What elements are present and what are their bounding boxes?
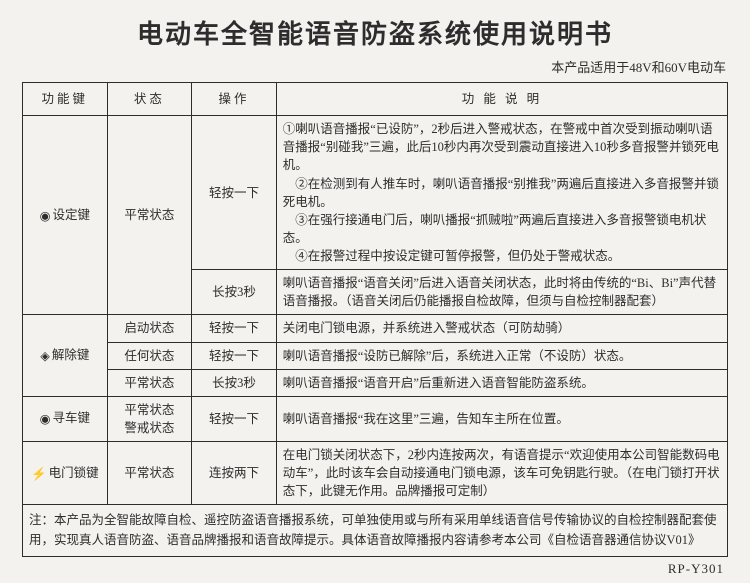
dot-icon: ◉: [40, 207, 51, 225]
key-label: 寻车键: [53, 411, 91, 425]
th-desc: 功 能 说 明: [276, 83, 727, 116]
cell-key: ◉设定键: [23, 116, 108, 315]
table-row: ◈解除键 启动状态 轻按一下 关闭电门锁电源，并系统进入警戒状态（可防劫骑）: [23, 315, 728, 342]
cell-state: 平常状态: [107, 369, 192, 396]
cell-state: 平常状态: [107, 116, 192, 315]
cell-key: ◉寻车键: [23, 396, 108, 441]
cell-desc: 喇叭语音播报“设防已解除”后，系统进入正常（不设防）状态。: [276, 342, 727, 369]
table-row: ◉设定键 平常状态 轻按一下 ①喇叭语音播报“已设防”，2秒后进入警戒状态，在警…: [23, 116, 728, 270]
cell-state: 平常状态: [107, 442, 192, 505]
cell-desc: ①喇叭语音播报“已设防”，2秒后进入警戒状态，在警戒中首次受到振动喇叭语音播报“…: [276, 116, 727, 270]
key-label: 解除键: [52, 348, 90, 362]
cell-op: 轻按一下: [192, 315, 277, 342]
th-state: 状态: [107, 83, 192, 116]
table-header-row: 功能键 状态 操作 功 能 说 明: [23, 83, 728, 116]
table-row: 平常状态 长按3秒 喇叭语音播报“语音开启”后重新进入语音智能防盗系统。: [23, 369, 728, 396]
desc-line: ③在强行接通电门后，喇叭播报“抓贼啦”两遍后直接进入多音报警锁电机状态。: [283, 211, 721, 247]
table-row: 任何状态 轻按一下 喇叭语音播报“设防已解除”后，系统进入正常（不设防）状态。: [23, 342, 728, 369]
cell-op: 轻按一下: [192, 116, 277, 270]
diamond-icon: ◈: [40, 347, 50, 365]
cell-op: 轻按一下: [192, 342, 277, 369]
spec-table: 功能键 状态 操作 功 能 说 明 ◉设定键 平常状态 轻按一下 ①喇叭语音播报…: [22, 82, 728, 557]
cell-desc: 关闭电门锁电源，并系统进入警戒状态（可防劫骑）: [276, 315, 727, 342]
table-note-row: 注：本产品为全智能故障自检、遥控防盗语音播报系统，可单独使用或与所有采用单线语音…: [23, 505, 728, 557]
doc-subtitle: 本产品适用于48V和60V电动车: [22, 57, 726, 76]
cell-op: 长按3秒: [192, 270, 277, 315]
desc-line: ②在检测到有人推车时，喇叭语音播报“别推我”两遍后直接进入多音报警并锁死电机。: [283, 175, 721, 211]
cell-state: 启动状态: [107, 315, 192, 342]
cell-desc: 喇叭语音播报“我在这里”三遍，告知车主所在位置。: [276, 396, 727, 441]
table-row: ◉寻车键 平常状态 警戒状态 轻按一下 喇叭语音播报“我在这里”三遍，告知车主所…: [23, 396, 728, 441]
cell-op: 连按两下: [192, 442, 277, 505]
cell-desc: 喇叭语音播报“语音关闭”后进入语音关闭状态，此时将由传统的“Bi、Bi”声代替语…: [276, 270, 727, 315]
cell-key: ⚡电门锁键: [23, 442, 108, 505]
th-key: 功能键: [23, 83, 108, 116]
dot-icon: ◉: [40, 410, 51, 428]
cell-state: 平常状态 警戒状态: [107, 396, 192, 441]
bolt-icon: ⚡: [31, 465, 47, 483]
doc-title: 电动车全智能语音防盗系统使用说明书: [22, 14, 728, 51]
cell-state: 任何状态: [107, 342, 192, 369]
key-label: 电门锁键: [49, 466, 99, 480]
model-number: RP-Y301: [22, 561, 728, 577]
cell-op: 轻按一下: [192, 396, 277, 441]
desc-line: ①喇叭语音播报“已设防”，2秒后进入警戒状态，在警戒中首次受到振动喇叭语音播报“…: [283, 120, 721, 174]
cell-desc: 喇叭语音播报“语音开启”后重新进入语音智能防盗系统。: [276, 369, 727, 396]
table-row: ⚡电门锁键 平常状态 连按两下 在电门锁关闭状态下，2秒内连按两次，有语音提示“…: [23, 442, 728, 505]
th-op: 操作: [192, 83, 277, 116]
cell-key: ◈解除键: [23, 315, 108, 396]
cell-op: 长按3秒: [192, 369, 277, 396]
cell-desc: 在电门锁关闭状态下，2秒内连按两次，有语音提示“欢迎使用本公司智能数码电动车”，…: [276, 442, 727, 505]
note-cell: 注：本产品为全智能故障自检、遥控防盗语音播报系统，可单独使用或与所有采用单线语音…: [23, 505, 728, 557]
desc-line: ④在报警过程中按设定键可暂停报警，但仍处于警戒状态。: [283, 247, 721, 265]
key-label: 设定键: [53, 208, 91, 222]
